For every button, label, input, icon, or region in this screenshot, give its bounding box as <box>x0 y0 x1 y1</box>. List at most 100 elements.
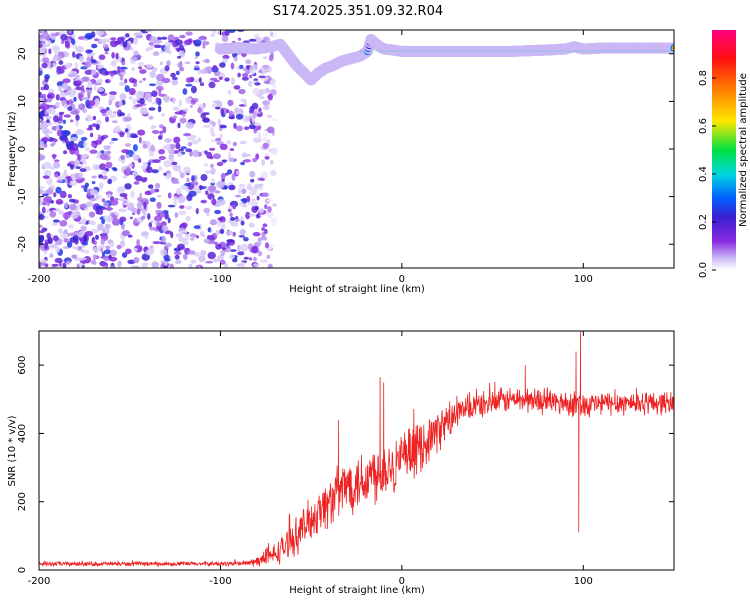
noise-blob <box>194 39 202 47</box>
noise-blob <box>254 137 259 143</box>
noise-blob <box>199 82 205 87</box>
noise-blob <box>59 190 67 199</box>
noise-blob <box>67 163 72 167</box>
noise-blob <box>248 38 257 42</box>
noise-blob <box>266 199 274 203</box>
noise-blob <box>111 120 118 124</box>
noise-blob <box>46 187 54 195</box>
noise-blob <box>203 124 211 128</box>
y-tick-label: 600 <box>17 356 28 375</box>
noise-blob <box>101 198 106 203</box>
noise-blob <box>131 265 140 268</box>
noise-blob <box>59 220 68 227</box>
x-tick-label: 0 <box>399 576 405 587</box>
noise-blob <box>233 122 237 129</box>
noise-blob <box>239 243 249 252</box>
noise-blob <box>237 37 242 41</box>
noise-blob <box>243 237 249 242</box>
noise-blob <box>121 149 130 154</box>
noise-blob <box>167 34 175 42</box>
noise-blob <box>185 233 190 240</box>
noise-blob <box>49 253 54 258</box>
noise-blob <box>67 194 72 199</box>
noise-blob <box>192 149 199 158</box>
noise-blob <box>43 249 48 255</box>
noise-blob <box>242 197 248 204</box>
noise-blob <box>84 182 89 188</box>
noise-blob <box>104 223 111 229</box>
noise-blob <box>125 248 132 255</box>
noise-blob <box>248 222 255 228</box>
noise-blob <box>270 218 278 223</box>
noise-blob <box>167 204 176 208</box>
noise-blob <box>126 131 131 139</box>
noise-blob <box>147 213 151 220</box>
noise-blob <box>157 166 163 172</box>
noise-blob <box>125 33 130 38</box>
noise-blob <box>203 207 211 214</box>
noise-blob <box>175 259 182 265</box>
noise-blob <box>99 153 108 161</box>
noise-blob <box>105 245 111 250</box>
noise-blob <box>185 148 193 153</box>
noise-blob <box>196 190 202 194</box>
noise-blob <box>185 205 193 210</box>
snr-axes: -200 -100 0 100 0 200 400 600 <box>17 331 674 587</box>
noise-blob <box>262 56 268 60</box>
noise-blob <box>39 118 42 122</box>
noise-blob <box>107 215 113 223</box>
noise-blob <box>191 175 195 182</box>
noise-blob <box>110 212 115 218</box>
noise-blob <box>83 141 88 147</box>
noise-blob <box>61 130 70 136</box>
noise-blob <box>161 225 169 232</box>
noise-blob <box>217 118 222 126</box>
noise-blob <box>113 127 121 133</box>
noise-blob <box>39 230 45 234</box>
noise-blob <box>95 234 99 240</box>
noise-blob <box>164 45 171 54</box>
noise-blob <box>240 261 246 268</box>
noise-blob <box>220 250 225 257</box>
noise-blob <box>227 157 235 162</box>
noise-blob <box>52 138 58 142</box>
noise-blob <box>132 98 137 105</box>
noise-blob <box>74 75 81 78</box>
noise-blob <box>46 177 53 185</box>
noise-blob <box>214 190 221 194</box>
noise-blob <box>39 97 45 104</box>
noise-blob <box>251 117 256 124</box>
noise-blob <box>124 85 130 93</box>
noise-blob <box>135 54 142 59</box>
noise-blob <box>236 125 243 132</box>
noise-blob <box>130 47 134 51</box>
noise-blob <box>133 82 138 87</box>
noise-blob <box>184 97 192 103</box>
noise-blob <box>55 198 64 205</box>
noise-blob <box>132 135 139 138</box>
noise-blob <box>47 94 53 99</box>
noise-blob <box>128 88 136 96</box>
noise-blob <box>190 85 197 94</box>
noise-blob <box>267 206 272 213</box>
noise-blob <box>122 41 128 48</box>
colorbar: 0.0 0.2 0.4 0.6 0.8 Normalized spectral ampl… <box>698 30 749 278</box>
noise-blob <box>86 56 91 64</box>
noise-blob <box>262 223 268 228</box>
noise-blob <box>66 260 71 265</box>
noise-blob <box>238 88 246 95</box>
noise-blob <box>262 142 269 149</box>
noise-blob <box>158 81 164 85</box>
noise-blob <box>170 143 176 150</box>
noise-blob <box>189 104 193 108</box>
noise-blob <box>96 208 104 215</box>
noise-blob <box>202 117 210 123</box>
noise-blob <box>149 227 157 231</box>
noise-blob <box>109 241 115 248</box>
noise-blob <box>53 161 61 169</box>
noise-blob <box>96 155 101 159</box>
noise-blob <box>75 119 79 127</box>
noise-blob <box>148 107 156 111</box>
noise-blob <box>151 169 159 174</box>
noise-blob <box>119 112 125 117</box>
